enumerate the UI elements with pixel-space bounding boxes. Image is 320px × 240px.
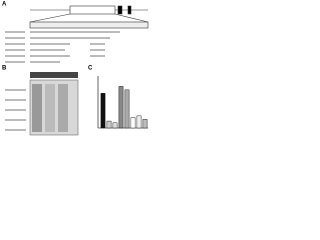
sequence-rows xyxy=(5,31,120,63)
bar xyxy=(106,120,112,129)
bar xyxy=(100,93,106,129)
bar xyxy=(118,86,124,129)
panel-label: C xyxy=(88,66,93,72)
panel-label: B xyxy=(2,66,7,72)
bar xyxy=(136,115,142,129)
bar xyxy=(130,117,136,129)
figure: A B C xyxy=(2,2,149,136)
bar xyxy=(142,119,148,129)
blot xyxy=(5,72,79,136)
bar xyxy=(112,122,118,129)
panel-label: A xyxy=(2,2,7,8)
bar xyxy=(124,89,130,129)
gene-diagram xyxy=(29,5,149,29)
